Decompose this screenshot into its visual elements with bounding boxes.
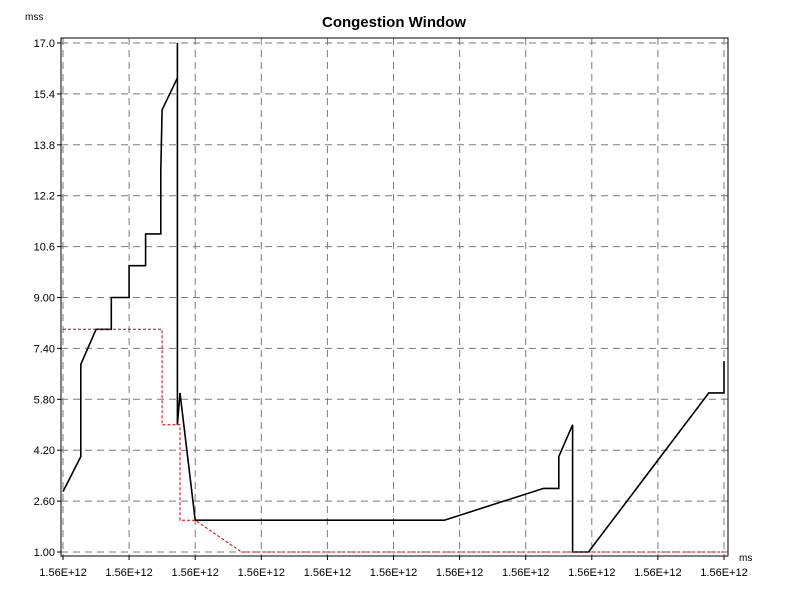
x-tick-label: 1.56E+12 — [700, 567, 747, 579]
y-tick-label: 17.0 — [34, 38, 55, 50]
y-tick-label: 1.00 — [34, 547, 55, 559]
chart-title: Congestion Window — [322, 14, 466, 31]
y-axis-unit-label: mss — [25, 12, 43, 23]
y-tick-label: 13.8 — [34, 140, 55, 152]
x-tick-label: 1.56E+12 — [105, 567, 152, 579]
x-tick-label: 1.56E+12 — [238, 567, 285, 579]
y-tick-label: 9.00 — [34, 293, 55, 305]
x-tick-label: 1.56E+12 — [568, 567, 615, 579]
y-tick-label: 2.60 — [34, 496, 55, 508]
plot-area-frame — [60, 37, 729, 557]
x-tick-label: 1.56E+12 — [502, 567, 549, 579]
x-tick-label: 1.56E+12 — [634, 567, 681, 579]
y-tick-label: 5.80 — [34, 394, 55, 406]
y-tick-label: 7.40 — [34, 343, 55, 355]
x-tick-label: 1.56E+12 — [304, 567, 351, 579]
y-tick-label: 15.4 — [34, 89, 55, 101]
y-tick-label: 4.20 — [34, 445, 55, 457]
x-tick-label: 1.56E+12 — [39, 567, 86, 579]
x-axis-unit-label: ms — [739, 553, 752, 564]
x-tick-label: 1.56E+12 — [436, 567, 483, 579]
series-line-threshold — [63, 328, 724, 553]
series-line-cwnd — [62, 43, 725, 553]
x-tick-label: 1.56E+12 — [370, 567, 417, 579]
x-tick-label: 1.56E+12 — [171, 567, 218, 579]
y-tick-label: 10.6 — [34, 242, 55, 254]
y-tick-label: 12.2 — [34, 191, 55, 203]
